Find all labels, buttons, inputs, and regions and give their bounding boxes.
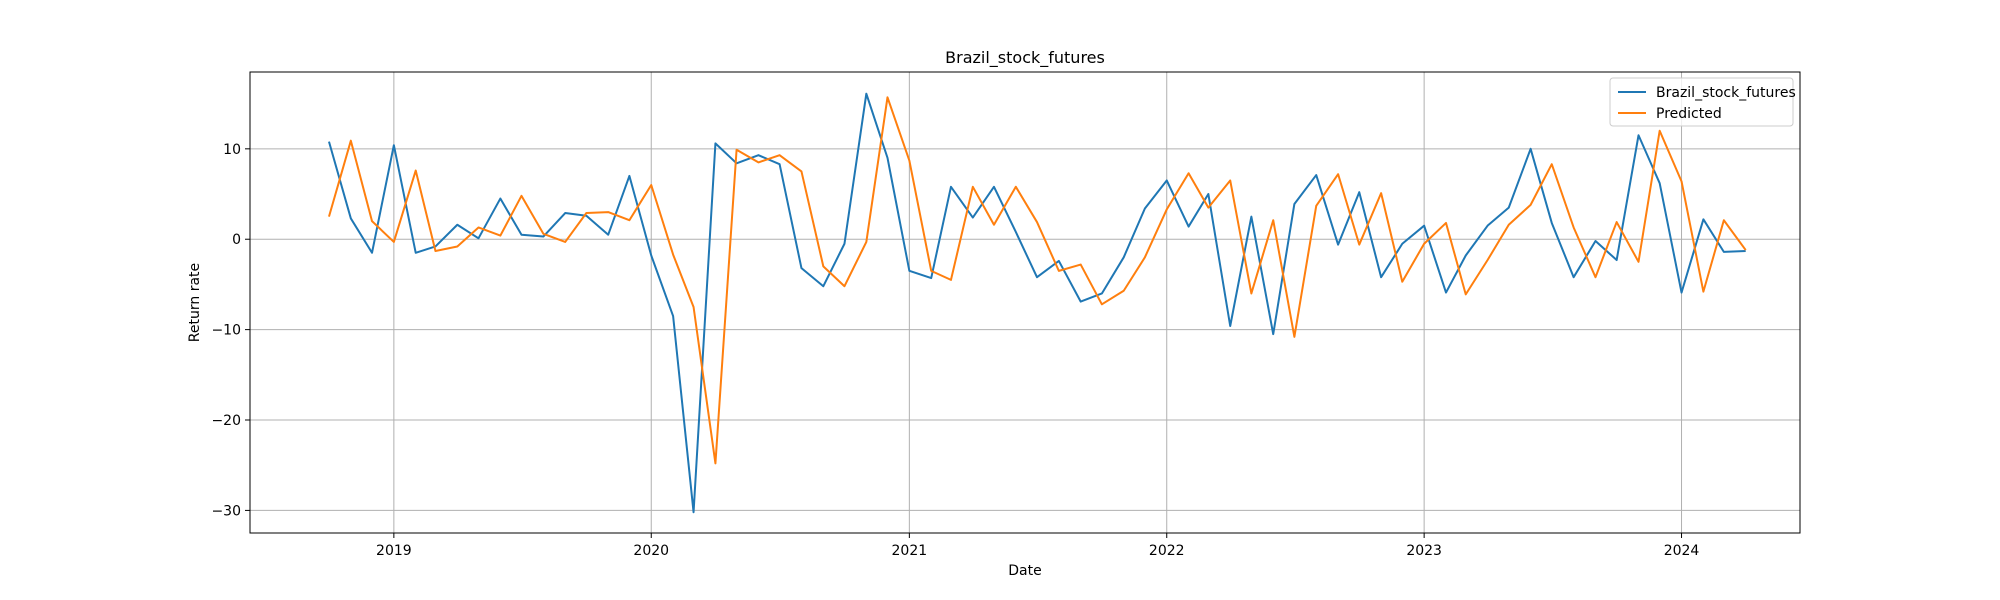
series-line-predicted <box>328 96 1747 465</box>
y-tick-label: −10 <box>211 323 241 339</box>
x-tick-label: 2022 <box>1149 543 1185 559</box>
legend-box <box>1609 77 1794 127</box>
x-axis-ticks: 2019 2020 2021 2022 2023 2024 <box>376 533 1699 559</box>
chart-title: Brazil_stock_futures <box>945 48 1105 68</box>
y-axis-ticks: 10 0 −10 −20 −30 <box>211 142 250 519</box>
legend: Brazil_stock_futures Predicted <box>1609 77 1796 127</box>
x-tick-label: 2023 <box>1406 543 1442 559</box>
x-axis-label: Date <box>1008 563 1041 579</box>
series-lines <box>328 92 1747 514</box>
y-tick-label: −30 <box>211 503 241 519</box>
x-tick-label: 2020 <box>633 543 669 559</box>
y-tick-label: 0 <box>232 232 241 248</box>
y-tick-label: −20 <box>211 413 241 429</box>
y-tick-label: 10 <box>223 142 241 158</box>
x-tick-label: 2021 <box>892 543 928 559</box>
x-tick-label: 2019 <box>376 543 412 559</box>
legend-label-predicted: Predicted <box>1656 106 1722 122</box>
legend-label-brazil-stock-futures: Brazil_stock_futures <box>1656 85 1796 101</box>
x-tick-label: 2024 <box>1664 543 1700 559</box>
plot-frame <box>249 71 1801 534</box>
series-line-brazil-stock-futures <box>328 92 1746 514</box>
grid-lines <box>250 72 1800 533</box>
y-axis-label: Return rate <box>187 263 203 342</box>
